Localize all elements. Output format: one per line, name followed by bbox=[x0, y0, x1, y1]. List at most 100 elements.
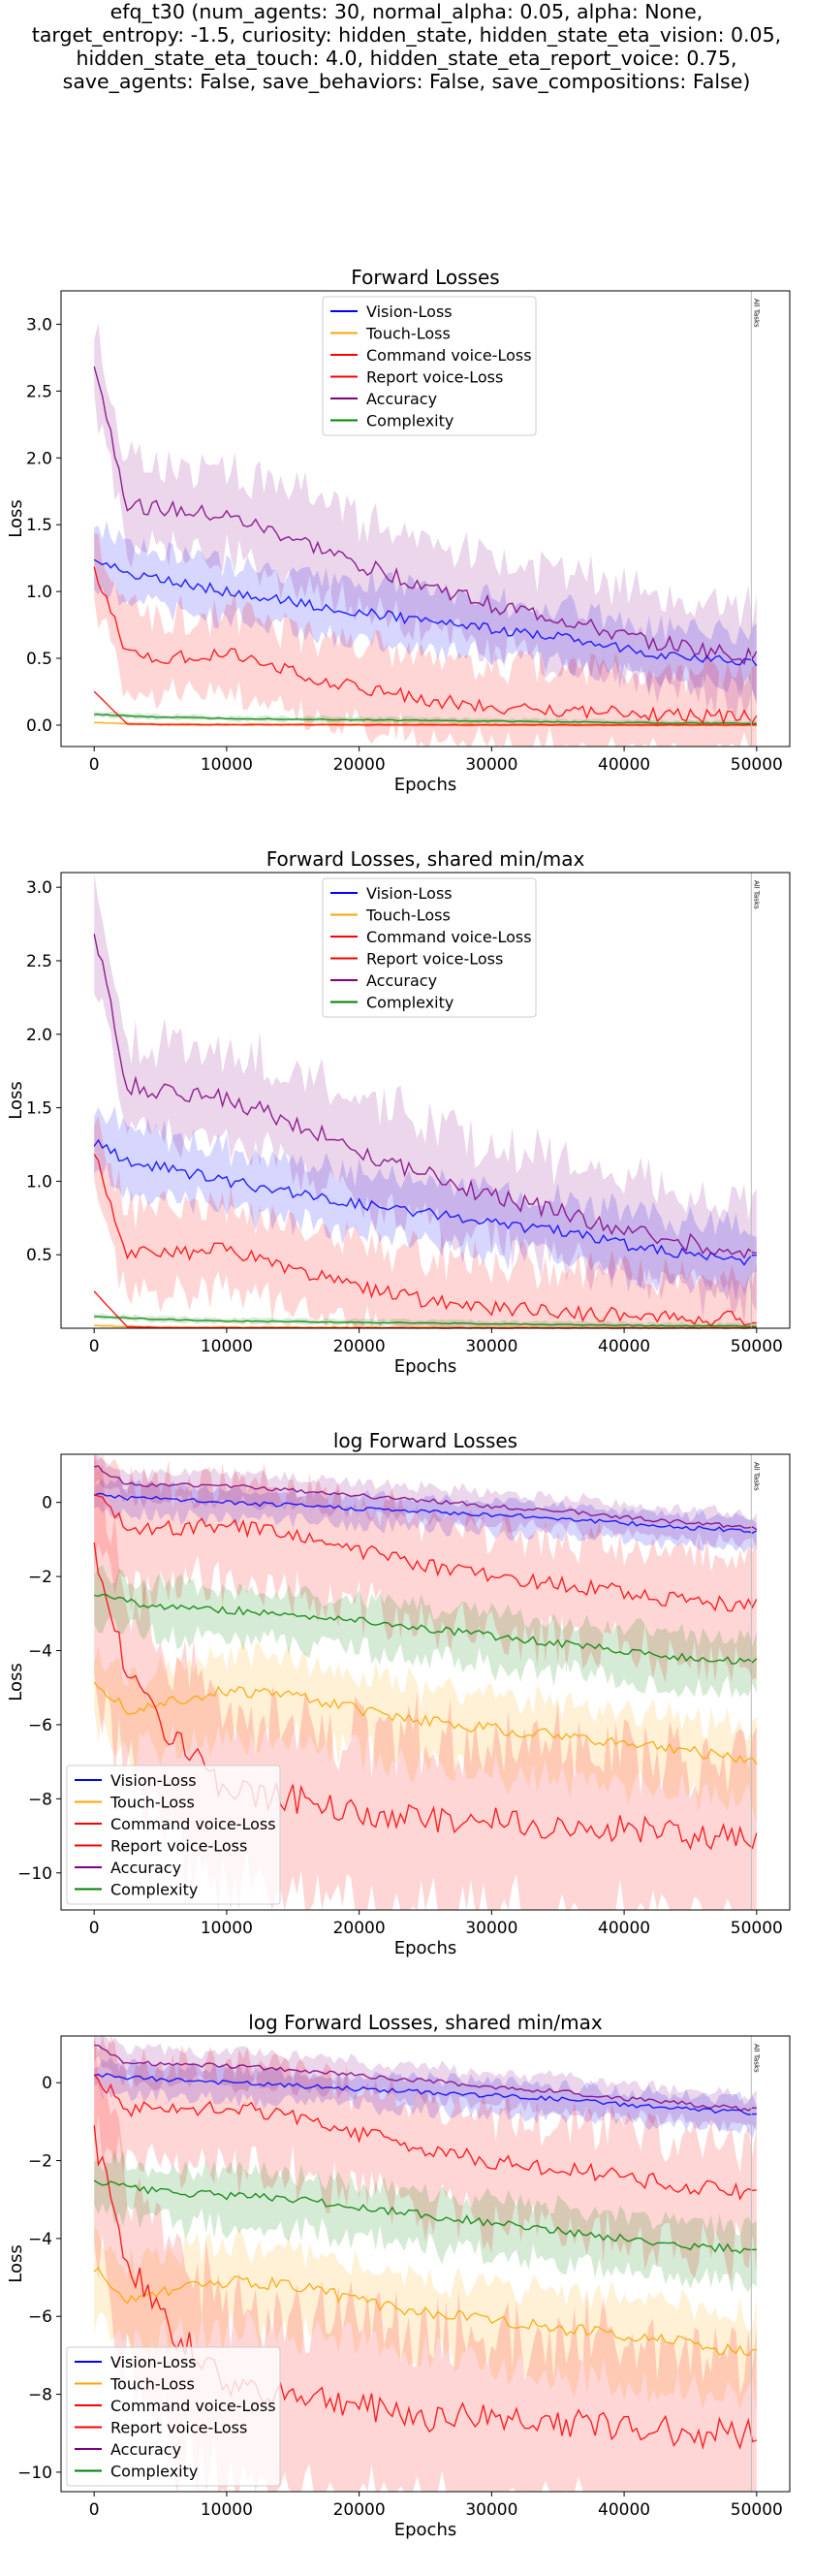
x-tick-label: 40000 bbox=[598, 1337, 650, 1356]
legend-label: Accuracy bbox=[366, 971, 437, 990]
x-axis-label: Epochs bbox=[394, 1938, 457, 1958]
x-axis-label: Epochs bbox=[394, 2520, 457, 2540]
legend-label: Complexity bbox=[366, 412, 453, 430]
series-line bbox=[93, 558, 758, 667]
series-band bbox=[94, 1115, 757, 1328]
legend: Vision-Loss Touch-Loss Command voice-Loss R… bbox=[66, 1765, 281, 1905]
legend-label: Vision-Loss bbox=[366, 884, 453, 903]
figure-title-line: efq_t30 (num_agents: 30, normal_alpha: 0… bbox=[109, 0, 704, 23]
series-band bbox=[94, 521, 757, 704]
y-tick-label: 2.0 bbox=[26, 449, 52, 468]
legend-label: Touch-Loss bbox=[109, 1794, 195, 1812]
series-band bbox=[94, 1454, 757, 1551]
x-tick-label: 50000 bbox=[731, 2500, 783, 2520]
x-tick-label: 20000 bbox=[333, 755, 386, 775]
series-line bbox=[93, 1154, 757, 1327]
y-tick-label: −2 bbox=[28, 2152, 52, 2172]
x-tick-label: 30000 bbox=[465, 2500, 517, 2520]
series-band bbox=[94, 1477, 757, 1554]
chart-title: Forward Losses bbox=[351, 266, 499, 289]
x-tick-label: 0 bbox=[89, 755, 100, 775]
y-axis-label: Loss bbox=[6, 1663, 26, 1701]
y-tick-label: 2.5 bbox=[26, 382, 52, 401]
y-tick-label: −8 bbox=[28, 2386, 52, 2405]
y-tick-label: −4 bbox=[28, 2230, 52, 2249]
legend-label: Command voice-Loss bbox=[110, 2397, 276, 2415]
series-line bbox=[93, 2179, 757, 2254]
legend-label: Command voice-Loss bbox=[366, 346, 532, 365]
y-tick-label: 1.5 bbox=[26, 516, 52, 535]
x-tick-label: 40000 bbox=[598, 1919, 650, 1938]
chart-log-forward-losses: log Forward Losses All Tasks 0 10000 20000 30… bbox=[6, 1429, 791, 1958]
x-tick-label: 0 bbox=[89, 2500, 100, 2520]
task-marker-label: All Tasks bbox=[752, 2044, 760, 2073]
legend-box bbox=[66, 2346, 281, 2487]
legend-label: Accuracy bbox=[366, 390, 437, 408]
x-tick-label: 30000 bbox=[465, 755, 517, 775]
series-band bbox=[94, 2036, 757, 2133]
y-tick-label: 0.5 bbox=[26, 1246, 52, 1265]
task-marker-label: All Tasks bbox=[752, 1462, 760, 1491]
legend-label: Touch-Loss bbox=[365, 906, 451, 925]
chart-forward-losses: Forward Losses All Tasks 0 10000 20000 30000 4… bbox=[6, 266, 791, 795]
y-tick-label: −6 bbox=[28, 2307, 52, 2327]
x-tick-label: 50000 bbox=[731, 755, 783, 775]
y-tick-label: 2.5 bbox=[26, 952, 52, 971]
series-line bbox=[93, 2074, 757, 2201]
legend-label: Report voice-Loss bbox=[366, 368, 503, 387]
y-tick-label: 2.0 bbox=[26, 1026, 52, 1045]
x-axis-label: Epochs bbox=[394, 1356, 457, 1377]
chart-title: log Forward Losses, shared min/max bbox=[248, 2011, 603, 2034]
legend-box bbox=[66, 1765, 281, 1905]
series-band bbox=[94, 690, 757, 727]
series-band bbox=[94, 1105, 757, 1301]
series-line bbox=[93, 1138, 757, 1266]
series-band bbox=[94, 873, 757, 1324]
legend-label: Touch-Loss bbox=[109, 2375, 195, 2394]
figure-title-line: target_entropy: -1.5, curiosity: hidden_… bbox=[31, 23, 782, 47]
legend-label: Report voice-Loss bbox=[110, 2419, 247, 2437]
x-tick-label: 10000 bbox=[201, 1337, 253, 1356]
legend: Vision-Loss Touch-Loss Command voice-Loss R… bbox=[322, 877, 537, 1018]
series-band bbox=[94, 1564, 757, 1699]
legend-label: Touch-Loss bbox=[365, 325, 451, 343]
x-axis-label: Epochs bbox=[394, 775, 457, 795]
x-tick-label: 30000 bbox=[465, 1919, 517, 1938]
y-tick-label: 0 bbox=[42, 2074, 52, 2093]
y-axis-label: Loss bbox=[6, 2244, 26, 2282]
legend-box bbox=[322, 877, 537, 1018]
series-line bbox=[94, 1316, 757, 1328]
series-line bbox=[94, 2044, 757, 2112]
legend-label: Report voice-Loss bbox=[366, 950, 503, 969]
y-tick-label: −2 bbox=[28, 1568, 52, 1587]
series-line bbox=[93, 1542, 758, 1851]
x-tick-label: 10000 bbox=[201, 755, 253, 775]
chart-title: Forward Losses, shared min/max bbox=[266, 847, 585, 871]
x-tick-label: 20000 bbox=[333, 1919, 386, 1938]
series-band bbox=[94, 532, 757, 747]
series-line bbox=[94, 2073, 757, 2115]
y-axis-label: Loss bbox=[6, 499, 26, 537]
x-tick-label: 0 bbox=[89, 1337, 100, 1356]
legend-label: Vision-Loss bbox=[110, 2353, 197, 2371]
x-tick-label: 0 bbox=[89, 1919, 100, 1938]
y-tick-label: 1.0 bbox=[26, 583, 52, 602]
series-line bbox=[94, 713, 757, 725]
legend-label: Vision-Loss bbox=[366, 302, 453, 321]
series-band bbox=[94, 2225, 757, 2415]
x-tick-label: 30000 bbox=[465, 1337, 517, 1356]
chart-title: log Forward Losses bbox=[333, 1429, 517, 1452]
plot-frame bbox=[60, 290, 791, 747]
legend-label: Complexity bbox=[110, 2463, 198, 2481]
figure-title: efq_t30 (num_agents: 30, normal_alpha: 0… bbox=[0, 0, 813, 93]
x-tick-label: 40000 bbox=[598, 755, 650, 775]
series-line bbox=[93, 2266, 757, 2357]
task-marker-label: All Tasks bbox=[752, 299, 760, 328]
series-line bbox=[93, 1493, 758, 1612]
chart-panel-log-forward-losses-shared: log Forward Losses, shared min/max All Ta… bbox=[0, 2007, 813, 2576]
series-line bbox=[94, 1465, 758, 1531]
y-axis-label: Loss bbox=[6, 1081, 26, 1119]
y-tick-label: 3.0 bbox=[26, 878, 52, 898]
y-tick-label: 0 bbox=[42, 1494, 52, 1513]
series-band bbox=[94, 1454, 757, 1684]
